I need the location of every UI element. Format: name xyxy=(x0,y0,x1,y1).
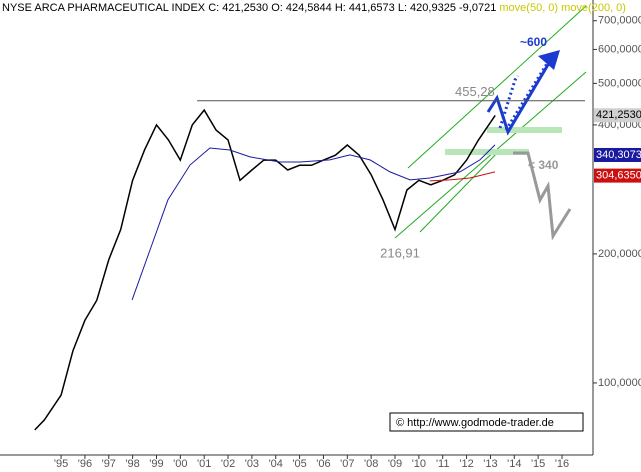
x-tick-label: '08 xyxy=(364,458,378,470)
x-tick-label: '15 xyxy=(531,458,545,470)
x-tick-label: '98 xyxy=(125,458,139,470)
x-tick-label: '96 xyxy=(78,458,92,470)
header-value: O: 424,5844 xyxy=(271,2,332,14)
price-tag-label: 421,2530 xyxy=(596,109,641,121)
y-tick-label: 500,0000 xyxy=(598,77,641,89)
legend-entry: move(200, 0) xyxy=(561,2,626,14)
x-tick-label: '06 xyxy=(316,458,330,470)
x-tick-label: '14 xyxy=(507,458,521,470)
price-tag xyxy=(594,168,641,183)
watermark: © http://www.godmode-trader.de xyxy=(389,412,584,432)
x-tick-label: '05 xyxy=(292,458,306,470)
annotation: < 340 xyxy=(528,158,559,172)
y-tick-label: 100,0000 xyxy=(598,377,641,389)
support-zone xyxy=(487,127,562,133)
y-tick-label: 200,0000 xyxy=(598,248,641,260)
support-zone xyxy=(445,149,529,155)
x-tick-label: '09 xyxy=(388,458,402,470)
x-tick-label: '01 xyxy=(197,458,211,470)
projection-dotted xyxy=(498,75,520,129)
header-value: C: 421,2530 xyxy=(208,2,268,14)
price-tag xyxy=(594,147,641,162)
price-tag xyxy=(594,108,641,123)
series-line xyxy=(131,144,496,301)
x-tick-label: '99 xyxy=(149,458,163,470)
x-tick-label: '00 xyxy=(173,458,187,470)
x-tick-label: '10 xyxy=(412,458,426,470)
series-line xyxy=(429,171,496,182)
chart-title: NYSE ARCA PHARMACEUTICAL INDEX xyxy=(2,2,206,14)
channel-inner xyxy=(419,149,501,233)
x-tick-label: '11 xyxy=(436,458,450,470)
x-tick-label: '07 xyxy=(340,458,354,470)
resistance-label: 455,28 xyxy=(455,84,495,99)
x-tick-label: '04 xyxy=(269,458,283,470)
header-value: -9,0721 xyxy=(459,2,496,14)
header-value: L: 420,9325 xyxy=(398,2,456,14)
down-scenario xyxy=(513,151,572,241)
header-value: H: 441,6573 xyxy=(335,2,395,14)
x-tick-label: '12 xyxy=(459,458,473,470)
x-tick-label: '95 xyxy=(54,458,68,470)
x-tick-label: '16 xyxy=(555,458,569,470)
watermark-box xyxy=(389,412,584,432)
channel-upper xyxy=(407,5,587,169)
x-tick-label: '13 xyxy=(483,458,497,470)
watermark-text: © http://www.godmode-trader.de xyxy=(396,417,554,429)
price-tag-label: 304,6350 xyxy=(596,170,641,182)
x-tick-label: '03 xyxy=(245,458,259,470)
y-tick-label: 600,0000 xyxy=(598,43,641,55)
projection-dotted xyxy=(504,61,550,131)
annotation: ~600 xyxy=(520,35,547,49)
x-tick-label: '02 xyxy=(221,458,235,470)
series-line xyxy=(34,108,496,431)
y-tick-label: 700,0000 xyxy=(598,15,641,27)
legend-entry: move(50, 0) xyxy=(499,2,558,14)
price-tag-label: 340,3073 xyxy=(596,149,641,161)
projection-arrow xyxy=(486,57,554,136)
arrow-head xyxy=(538,50,560,70)
low-label: 216,91 xyxy=(380,245,420,260)
x-tick-label: '97 xyxy=(102,458,116,470)
header: NYSE ARCA PHARMACEUTICAL INDEX C: 421,25… xyxy=(2,2,626,14)
